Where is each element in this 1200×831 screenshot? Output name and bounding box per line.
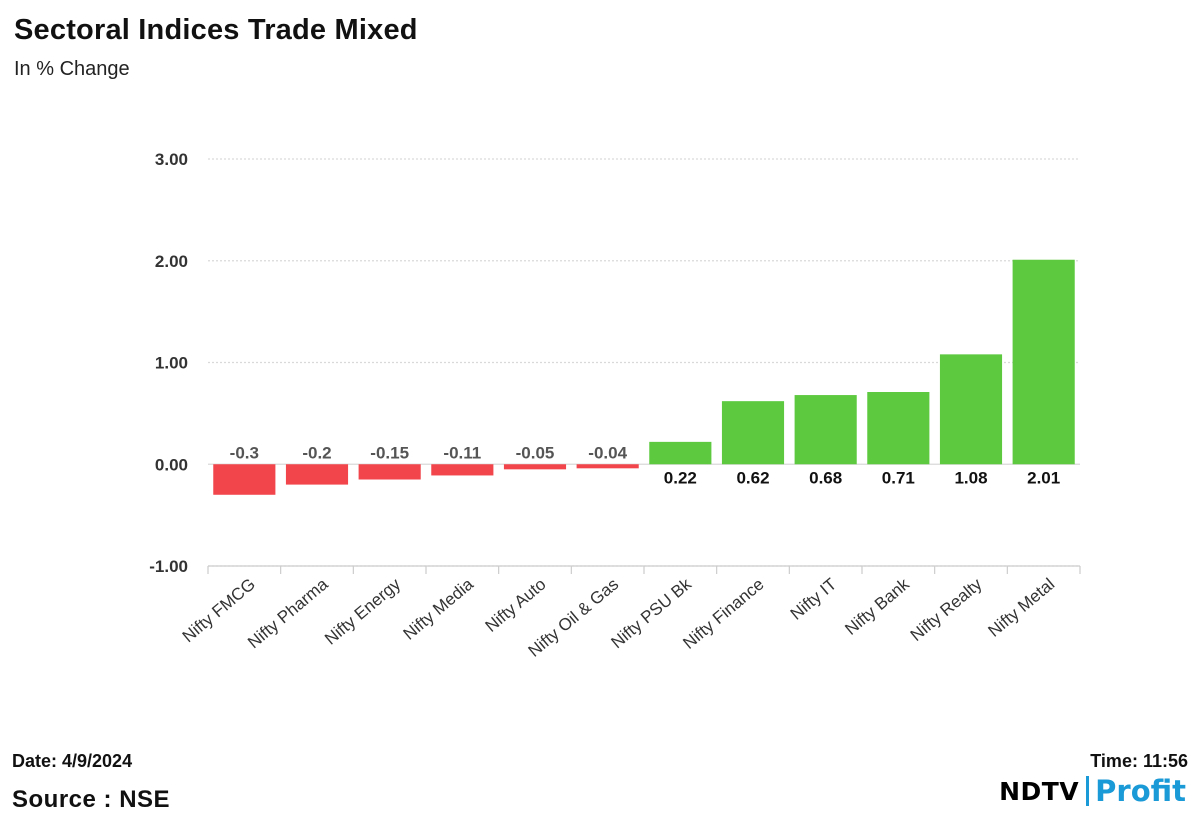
chart-title: Sectoral Indices Trade Mixed (14, 14, 418, 46)
y-tick-label: -1.00 (149, 557, 188, 576)
y-tick-label: 0.00 (155, 455, 188, 474)
x-tick-label: Nifty Energy (321, 574, 405, 648)
bar (431, 464, 494, 476)
bar (721, 401, 785, 465)
data-label: 0.68 (809, 468, 842, 487)
bar (503, 464, 567, 470)
bar (649, 441, 712, 465)
data-label: 0.71 (882, 468, 915, 487)
data-label: -0.05 (516, 443, 555, 462)
date-label: Date: 4/9/2024 (12, 751, 133, 771)
chart-subtitle: In % Change (14, 58, 130, 80)
data-label: -0.11 (443, 443, 481, 462)
data-label: 2.01 (1027, 468, 1060, 487)
y-tick-label: 1.00 (155, 354, 188, 373)
data-label: -0.3 (230, 443, 259, 462)
data-label: 0.22 (664, 468, 697, 487)
data-label: 1.08 (954, 468, 987, 487)
bar (794, 395, 857, 465)
x-tick-label: Nifty Bank (841, 574, 913, 639)
y-tick-label: 3.00 (155, 150, 188, 169)
x-tick-label: Nifty Metal (985, 575, 1059, 641)
x-tick-label: Nifty Finance (679, 575, 767, 653)
time-label: Time: 11:56 (1090, 751, 1188, 771)
bar (358, 464, 421, 480)
y-tick-label: 2.00 (155, 252, 188, 271)
bar (1012, 259, 1075, 465)
source-label: Source : NSE (12, 786, 171, 813)
data-label: 0.62 (736, 468, 769, 487)
bar (285, 464, 349, 485)
bar (576, 464, 639, 469)
x-tick-label: Nifty Media (400, 574, 478, 644)
x-tick-label: Nifty Auto (482, 575, 550, 636)
bar (867, 392, 930, 465)
ndtv-wordmark: NDTV (999, 776, 1080, 806)
data-label: -0.2 (302, 443, 331, 462)
x-tick-label: Nifty Pharma (244, 574, 332, 652)
data-label: -0.15 (370, 443, 409, 462)
logo-divider (1086, 776, 1090, 806)
bar (939, 354, 1003, 465)
x-tick-label: Nifty Realty (907, 574, 986, 645)
bar (213, 464, 276, 495)
data-label: -0.04 (588, 443, 627, 462)
profit-wordmark: Profit (1095, 774, 1186, 808)
x-tick-label: Nifty IT (787, 575, 840, 624)
ndtv-profit-logo: NDTV Profit (999, 774, 1186, 808)
